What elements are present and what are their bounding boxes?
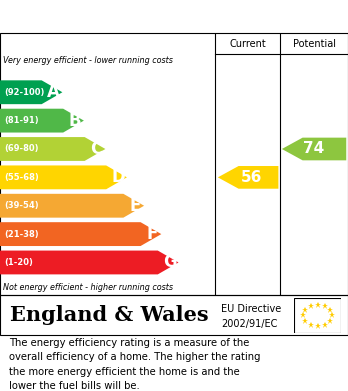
Text: E: E xyxy=(130,197,141,215)
FancyArrow shape xyxy=(0,222,161,246)
Text: B: B xyxy=(69,111,81,130)
Text: (92-100): (92-100) xyxy=(4,88,45,97)
Text: 74: 74 xyxy=(303,142,325,156)
Text: (1-20): (1-20) xyxy=(4,258,33,267)
FancyArrow shape xyxy=(0,137,105,161)
Text: EU Directive: EU Directive xyxy=(221,304,281,314)
Text: 56: 56 xyxy=(240,170,262,185)
FancyArrow shape xyxy=(0,194,144,218)
Text: 2002/91/EC: 2002/91/EC xyxy=(221,319,277,329)
Text: (21-38): (21-38) xyxy=(4,230,39,239)
FancyArrow shape xyxy=(0,109,84,133)
Text: Energy Efficiency Rating: Energy Efficiency Rating xyxy=(9,9,219,24)
Text: (69-80): (69-80) xyxy=(4,145,39,154)
FancyArrow shape xyxy=(0,165,127,189)
Text: (55-68): (55-68) xyxy=(4,173,39,182)
FancyArrow shape xyxy=(282,138,346,160)
Text: Not energy efficient - higher running costs: Not energy efficient - higher running co… xyxy=(3,283,174,292)
Text: (81-91): (81-91) xyxy=(4,116,39,125)
FancyArrow shape xyxy=(0,251,179,274)
Text: (39-54): (39-54) xyxy=(4,201,39,210)
Text: England & Wales: England & Wales xyxy=(10,305,209,325)
Text: G: G xyxy=(163,253,177,271)
FancyArrow shape xyxy=(218,166,278,189)
FancyArrow shape xyxy=(0,80,62,104)
Text: C: C xyxy=(90,140,103,158)
Text: A: A xyxy=(47,83,60,101)
Text: Current: Current xyxy=(229,39,266,49)
Text: F: F xyxy=(147,225,158,243)
Text: The energy efficiency rating is a measure of the
overall efficiency of a home. T: The energy efficiency rating is a measur… xyxy=(9,338,260,391)
Text: Potential: Potential xyxy=(293,39,335,49)
Text: Very energy efficient - lower running costs: Very energy efficient - lower running co… xyxy=(3,56,173,65)
Text: D: D xyxy=(111,169,125,187)
